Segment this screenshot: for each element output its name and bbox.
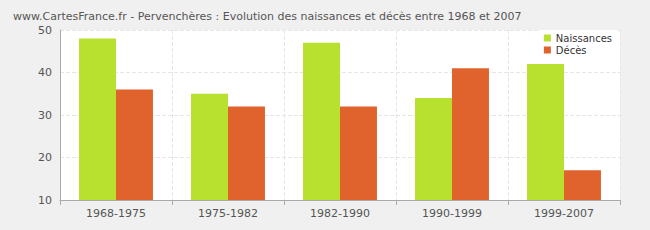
svg-text:Naissances: Naissances [556,33,612,44]
svg-text:30: 30 [38,109,52,122]
svg-text:40: 40 [38,66,52,79]
svg-text:1982-1990: 1982-1990 [310,207,370,220]
svg-text:1999-2007: 1999-2007 [534,207,594,220]
svg-text:50: 50 [38,24,52,37]
svg-text:10: 10 [38,194,52,207]
svg-text:1990-1999: 1990-1999 [422,207,482,220]
svg-text:1968-1975: 1968-1975 [86,207,146,220]
svg-text:1975-1982: 1975-1982 [198,207,258,220]
svg-text:20: 20 [38,151,52,164]
svg-text:www.CartesFrance.fr - Pervench: www.CartesFrance.fr - Pervenchères : Evo… [13,10,522,23]
svg-text:Décès: Décès [556,45,587,56]
